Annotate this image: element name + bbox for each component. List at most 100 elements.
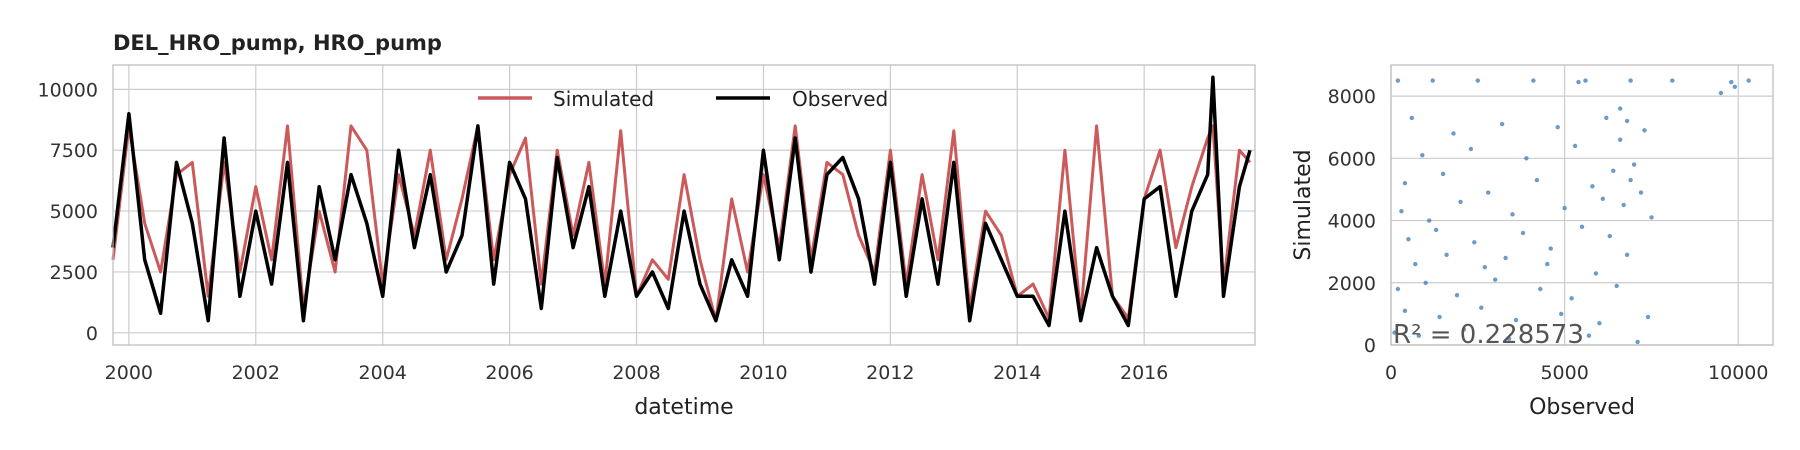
scatter-point: [1649, 215, 1654, 220]
timeseries-x-tick-label: 2012: [866, 362, 914, 384]
scatter-point: [1628, 177, 1633, 183]
scatter-points: [1392, 78, 1751, 345]
scatter-point: [1559, 311, 1564, 317]
timeseries-x-tick-label: 2014: [993, 362, 1041, 384]
timeseries-x-tick-label: 2016: [1120, 362, 1168, 384]
scatter-point: [1468, 146, 1474, 152]
scatter-x-label: Observed: [1529, 395, 1635, 420]
scatter-point: [1638, 190, 1644, 195]
scatter-point: [1545, 261, 1550, 267]
scatter-point: [1430, 78, 1435, 83]
scatter-point: [1611, 168, 1616, 173]
scatter-point: [1593, 271, 1599, 276]
scatter-point: [1569, 296, 1574, 301]
scatter-point: [1472, 240, 1477, 245]
scatter-point: [1618, 137, 1623, 142]
scatter-point: [1555, 125, 1560, 130]
scatter-point: [1423, 280, 1428, 285]
scatter-point: [1604, 115, 1609, 121]
scatter-y-tick-label: 4000: [1328, 211, 1376, 233]
series-line-observed: [111, 75, 1252, 328]
scatter-point: [1416, 333, 1422, 338]
scatter-point: [1600, 196, 1606, 201]
scatter-point: [1402, 181, 1408, 186]
scatter-point: [1586, 333, 1592, 338]
scatter-point: [1621, 202, 1626, 208]
scatter-point: [1479, 305, 1484, 310]
scatter-point: [1579, 224, 1585, 229]
scatter-point: [1729, 79, 1734, 85]
scatter-point: [1454, 293, 1460, 298]
scatter-point: [1437, 314, 1442, 320]
scatter-point: [1395, 78, 1401, 83]
scatter-point: [1510, 212, 1515, 217]
legend-observed-label: Observed: [792, 87, 888, 111]
timeseries-x-tick-label: 2006: [485, 362, 533, 384]
scatter-point: [1399, 209, 1404, 214]
scatter-point: [1395, 286, 1401, 292]
legend-simulated-label: Simulated: [553, 87, 654, 111]
scatter-y-tick-label: 0: [1364, 335, 1376, 357]
scatter-point: [1475, 78, 1481, 83]
scatter-point: [1642, 128, 1647, 133]
scatter-gridlines: [1390, 65, 1773, 346]
scatter-point: [1413, 261, 1418, 267]
scatter-point: [1402, 308, 1408, 313]
scatter-point: [1732, 84, 1738, 90]
timeseries-x-ticks: 2000 2002 2004 2006 2008 2010 2012 2014 2016: [105, 362, 1169, 384]
scatter-point: [1513, 317, 1519, 323]
scatter-point: [1427, 218, 1432, 223]
scatter-point: [1444, 252, 1449, 257]
scatter-point: [1433, 227, 1439, 233]
scatter-point: [1461, 327, 1467, 332]
scatter-y-tick-label: 2000: [1328, 273, 1376, 295]
timeseries-y-tick-label: 0: [86, 323, 98, 345]
scatter-point: [1392, 330, 1397, 335]
timeseries-y-tick-label: 10000: [38, 79, 98, 101]
scatter-chart: 0 2000 4000 6000 8000 0 5000 10000 Observed Si…: [1291, 64, 1774, 420]
scatter-point: [1520, 230, 1526, 236]
scatter-point: [1524, 156, 1529, 161]
scatter-point: [1486, 190, 1491, 195]
scatter-point: [1628, 78, 1633, 83]
scatter-point: [1548, 246, 1553, 251]
timeseries-x-label: datetime: [634, 395, 733, 420]
legend: Simulated Observed: [478, 87, 888, 111]
scatter-point: [1583, 78, 1588, 83]
timeseries-y-ticks: 0 2500 5000 7500 10000: [38, 79, 98, 344]
scatter-point: [1618, 106, 1623, 111]
scatter-y-label: Simulated: [1291, 149, 1316, 260]
scatter-point: [1631, 162, 1637, 167]
scatter-point: [1499, 121, 1505, 127]
scatter-point: [1493, 277, 1498, 282]
scatter-y-tick-label: 6000: [1328, 148, 1376, 170]
scatter-point: [1482, 265, 1488, 270]
scatter-point: [1409, 115, 1415, 121]
scatter-point: [1503, 255, 1508, 261]
scatter-point: [1635, 339, 1640, 345]
scatter-point: [1718, 90, 1724, 96]
scatter-point: [1670, 78, 1675, 83]
scatter-point: [1624, 252, 1630, 257]
scatter-point: [1590, 184, 1595, 189]
timeseries-y-tick-label: 7500: [50, 140, 98, 162]
scatter-point: [1531, 78, 1536, 83]
scatter-x-tick-label: 10000: [1708, 362, 1768, 384]
scatter-x-tick-label: 0: [1385, 362, 1397, 384]
scatter-point: [1624, 118, 1630, 124]
timeseries-x-tick-label: 2008: [612, 362, 660, 384]
timeseries-frame: [112, 64, 1256, 346]
scatter-y-ticks: 0 2000 4000 6000 8000: [1328, 86, 1376, 357]
scatter-point: [1451, 131, 1456, 136]
timeseries-y-tick-label: 5000: [50, 201, 98, 223]
chart-title: DEL_HRO_pump, HRO_pump: [113, 31, 442, 55]
scatter-point: [1406, 237, 1411, 242]
scatter-point: [1572, 143, 1578, 149]
scatter-point: [1607, 233, 1613, 239]
r-squared-annotation: R² = 0.228573: [1393, 320, 1584, 350]
scatter-x-ticks: 0 5000 10000: [1385, 362, 1769, 384]
scatter-point: [1746, 78, 1751, 83]
scatter-y-tick-label: 8000: [1328, 86, 1376, 108]
